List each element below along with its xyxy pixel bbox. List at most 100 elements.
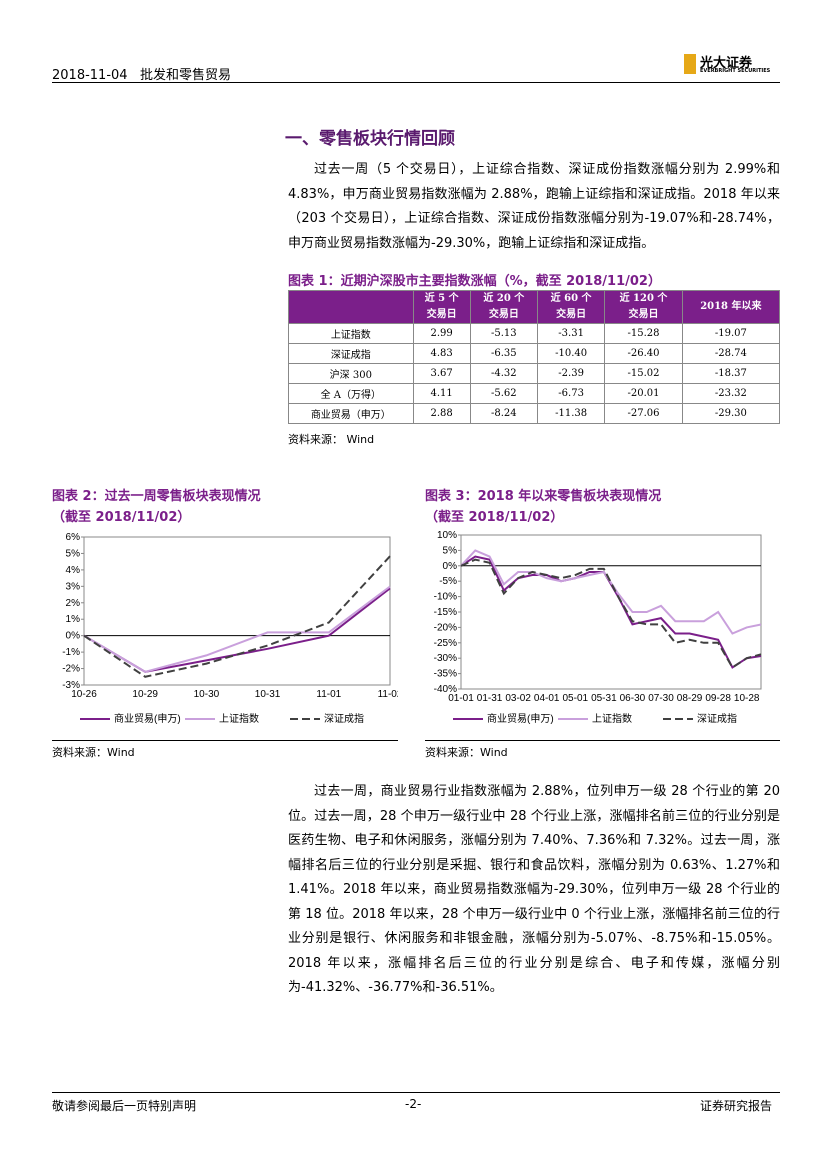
header-cell: 近 120 个交易日 xyxy=(604,290,683,324)
cell: -6.73 xyxy=(536,383,606,404)
cell: 上证指数 xyxy=(288,323,414,344)
x-tick-label: 01-01 xyxy=(448,693,474,704)
header-line: 近 60 个 xyxy=(550,293,592,304)
x-tick-label: 05-31 xyxy=(591,693,617,704)
cell: -5.13 xyxy=(469,323,538,344)
cell: -4.32 xyxy=(469,363,538,384)
legend-label: 深证成指 xyxy=(697,712,737,725)
cell: -11.38 xyxy=(536,403,606,424)
header-cell: 近 20 个交易日 xyxy=(469,290,538,324)
cell: 2.99 xyxy=(412,323,471,344)
chart: -40% -35% -30% -25% -20% -15% -10% -5% 0% 5% 10% 01… xyxy=(434,530,762,725)
header-rule xyxy=(52,82,780,83)
line xyxy=(460,549,762,635)
y-tick-label: -40% xyxy=(434,684,457,695)
plot-frame xyxy=(460,534,762,690)
x-tick-label: 03-02 xyxy=(505,693,531,704)
y-tick-label: 0% xyxy=(443,561,458,572)
cell: -15.02 xyxy=(604,363,683,384)
chart-subtitle: （截至 2018/11/02） xyxy=(425,510,564,525)
y-tick-label: 5% xyxy=(66,548,81,559)
line xyxy=(83,587,391,673)
cell: -26.40 xyxy=(604,343,683,364)
cell: -15.28 xyxy=(604,323,683,344)
cell: 4.83 xyxy=(412,343,471,364)
cell: -18.37 xyxy=(681,363,781,384)
table-caption: 图表 1：近期沪深股市主要指数涨幅（%，截至 2018/11/02） xyxy=(288,274,661,289)
legend-label: 商业贸易(申万) xyxy=(114,712,181,725)
section-title: 一、零售板块行情回顾 xyxy=(285,129,455,149)
cell: 3.67 xyxy=(412,363,471,384)
x-tick-label: 11-02 xyxy=(378,689,398,700)
y-tick-label: 3% xyxy=(66,581,81,592)
date: 2018-11-04 xyxy=(52,68,128,83)
header-line: 交易日 xyxy=(628,309,659,320)
chart-title: 图表 3：2018 年以来零售板块表现情况 xyxy=(425,489,662,504)
y-tick-label: 0% xyxy=(66,631,81,642)
x-tick-label: 07-30 xyxy=(648,693,674,704)
x-tick-label: 11-01 xyxy=(316,689,341,700)
line xyxy=(460,558,762,669)
x-tick-label: 08-29 xyxy=(677,693,703,704)
y-tick-label: -3% xyxy=(62,680,80,691)
y-tick-label: 2% xyxy=(66,598,81,609)
page-number: -2- xyxy=(405,1097,422,1111)
cell: 2.88 xyxy=(412,403,471,424)
y-tick-label: -35% xyxy=(434,669,457,680)
paragraph: 过去一周，商业贸易行业指数涨幅为 2.88%，位列申万一级 28 个行业的第 2… xyxy=(288,784,780,995)
y-tick-label: -10% xyxy=(434,592,457,603)
logo-mark xyxy=(684,54,696,74)
cell: 深证成指 xyxy=(288,343,414,364)
cell: -5.62 xyxy=(469,383,538,404)
y-tick-label: -5% xyxy=(439,576,457,587)
logo-en: EVERBRIGHT SECURITIES xyxy=(700,68,771,74)
header-line: 2018 年以来 xyxy=(700,301,762,312)
source: 资料来源： Wind xyxy=(288,433,375,446)
x-tick-label: 10-31 xyxy=(255,689,281,700)
line xyxy=(83,555,391,678)
header-line: 近 20 个 xyxy=(483,293,525,304)
y-tick-label: -20% xyxy=(434,622,457,633)
source: 资料来源：Wind xyxy=(425,746,508,759)
y-tick-label: -1% xyxy=(62,647,80,658)
header-cell: 2018 年以来 xyxy=(681,290,781,324)
plot-frame xyxy=(83,536,391,686)
cell: -19.07 xyxy=(681,323,781,344)
cell: 全 A（万得） xyxy=(288,383,414,404)
footer-rule xyxy=(52,1092,780,1093)
x-tick-label: 05-01 xyxy=(562,693,588,704)
cell: 沪深 300 xyxy=(288,363,414,384)
cell: -6.35 xyxy=(469,343,538,364)
chart-title: 图表 2：过去一周零售板块表现情况 xyxy=(52,489,261,504)
header-line: 交易日 xyxy=(488,309,519,320)
y-tick-label: 6% xyxy=(66,532,81,543)
y-tick-label: -15% xyxy=(434,607,457,618)
header-line: 近 120 个 xyxy=(619,293,668,304)
cell: -10.40 xyxy=(536,343,606,364)
rule xyxy=(425,740,780,741)
y-tick-label: -25% xyxy=(434,638,457,649)
x-tick-label: 10-29 xyxy=(132,689,158,700)
cell: -8.24 xyxy=(469,403,538,424)
industry: 批发和零售贸易 xyxy=(139,68,231,83)
row: 沪深 300 3.67 -4.32 -2.39 -15.02 -18.37 xyxy=(288,363,781,384)
source: 资料来源：Wind xyxy=(52,746,135,759)
x-tick-label: 10-28 xyxy=(734,693,760,704)
header-line: 交易日 xyxy=(556,309,587,320)
footer-right: 证券研究报告 xyxy=(700,1099,773,1113)
x-tick-label: 09-28 xyxy=(705,693,731,704)
cell: -2.39 xyxy=(536,363,606,384)
header-row: 近 5 个交易日近 20 个交易日近 60 个交易日近 120 个交易日 2018… xyxy=(288,290,781,324)
legend-label: 深证成指 xyxy=(324,712,364,725)
cell: -27.06 xyxy=(604,403,683,424)
cell: -29.30 xyxy=(681,403,781,424)
y-tick-label: 5% xyxy=(443,545,458,556)
y-tick-label: -2% xyxy=(62,664,80,675)
row: 深证成指 4.83 -6.35 -10.40 -26.40 -28.74 xyxy=(288,343,781,364)
line xyxy=(83,585,391,673)
y-tick-label: 4% xyxy=(66,565,81,576)
chart: -3% -2% -1% 0% 1% 2% 3% 4% 5% 6% 10-26 10-29 10-30 10… xyxy=(62,532,398,725)
header-cell: 近 5 个交易日 xyxy=(412,290,471,324)
x-tick-label: 10-30 xyxy=(194,689,220,700)
